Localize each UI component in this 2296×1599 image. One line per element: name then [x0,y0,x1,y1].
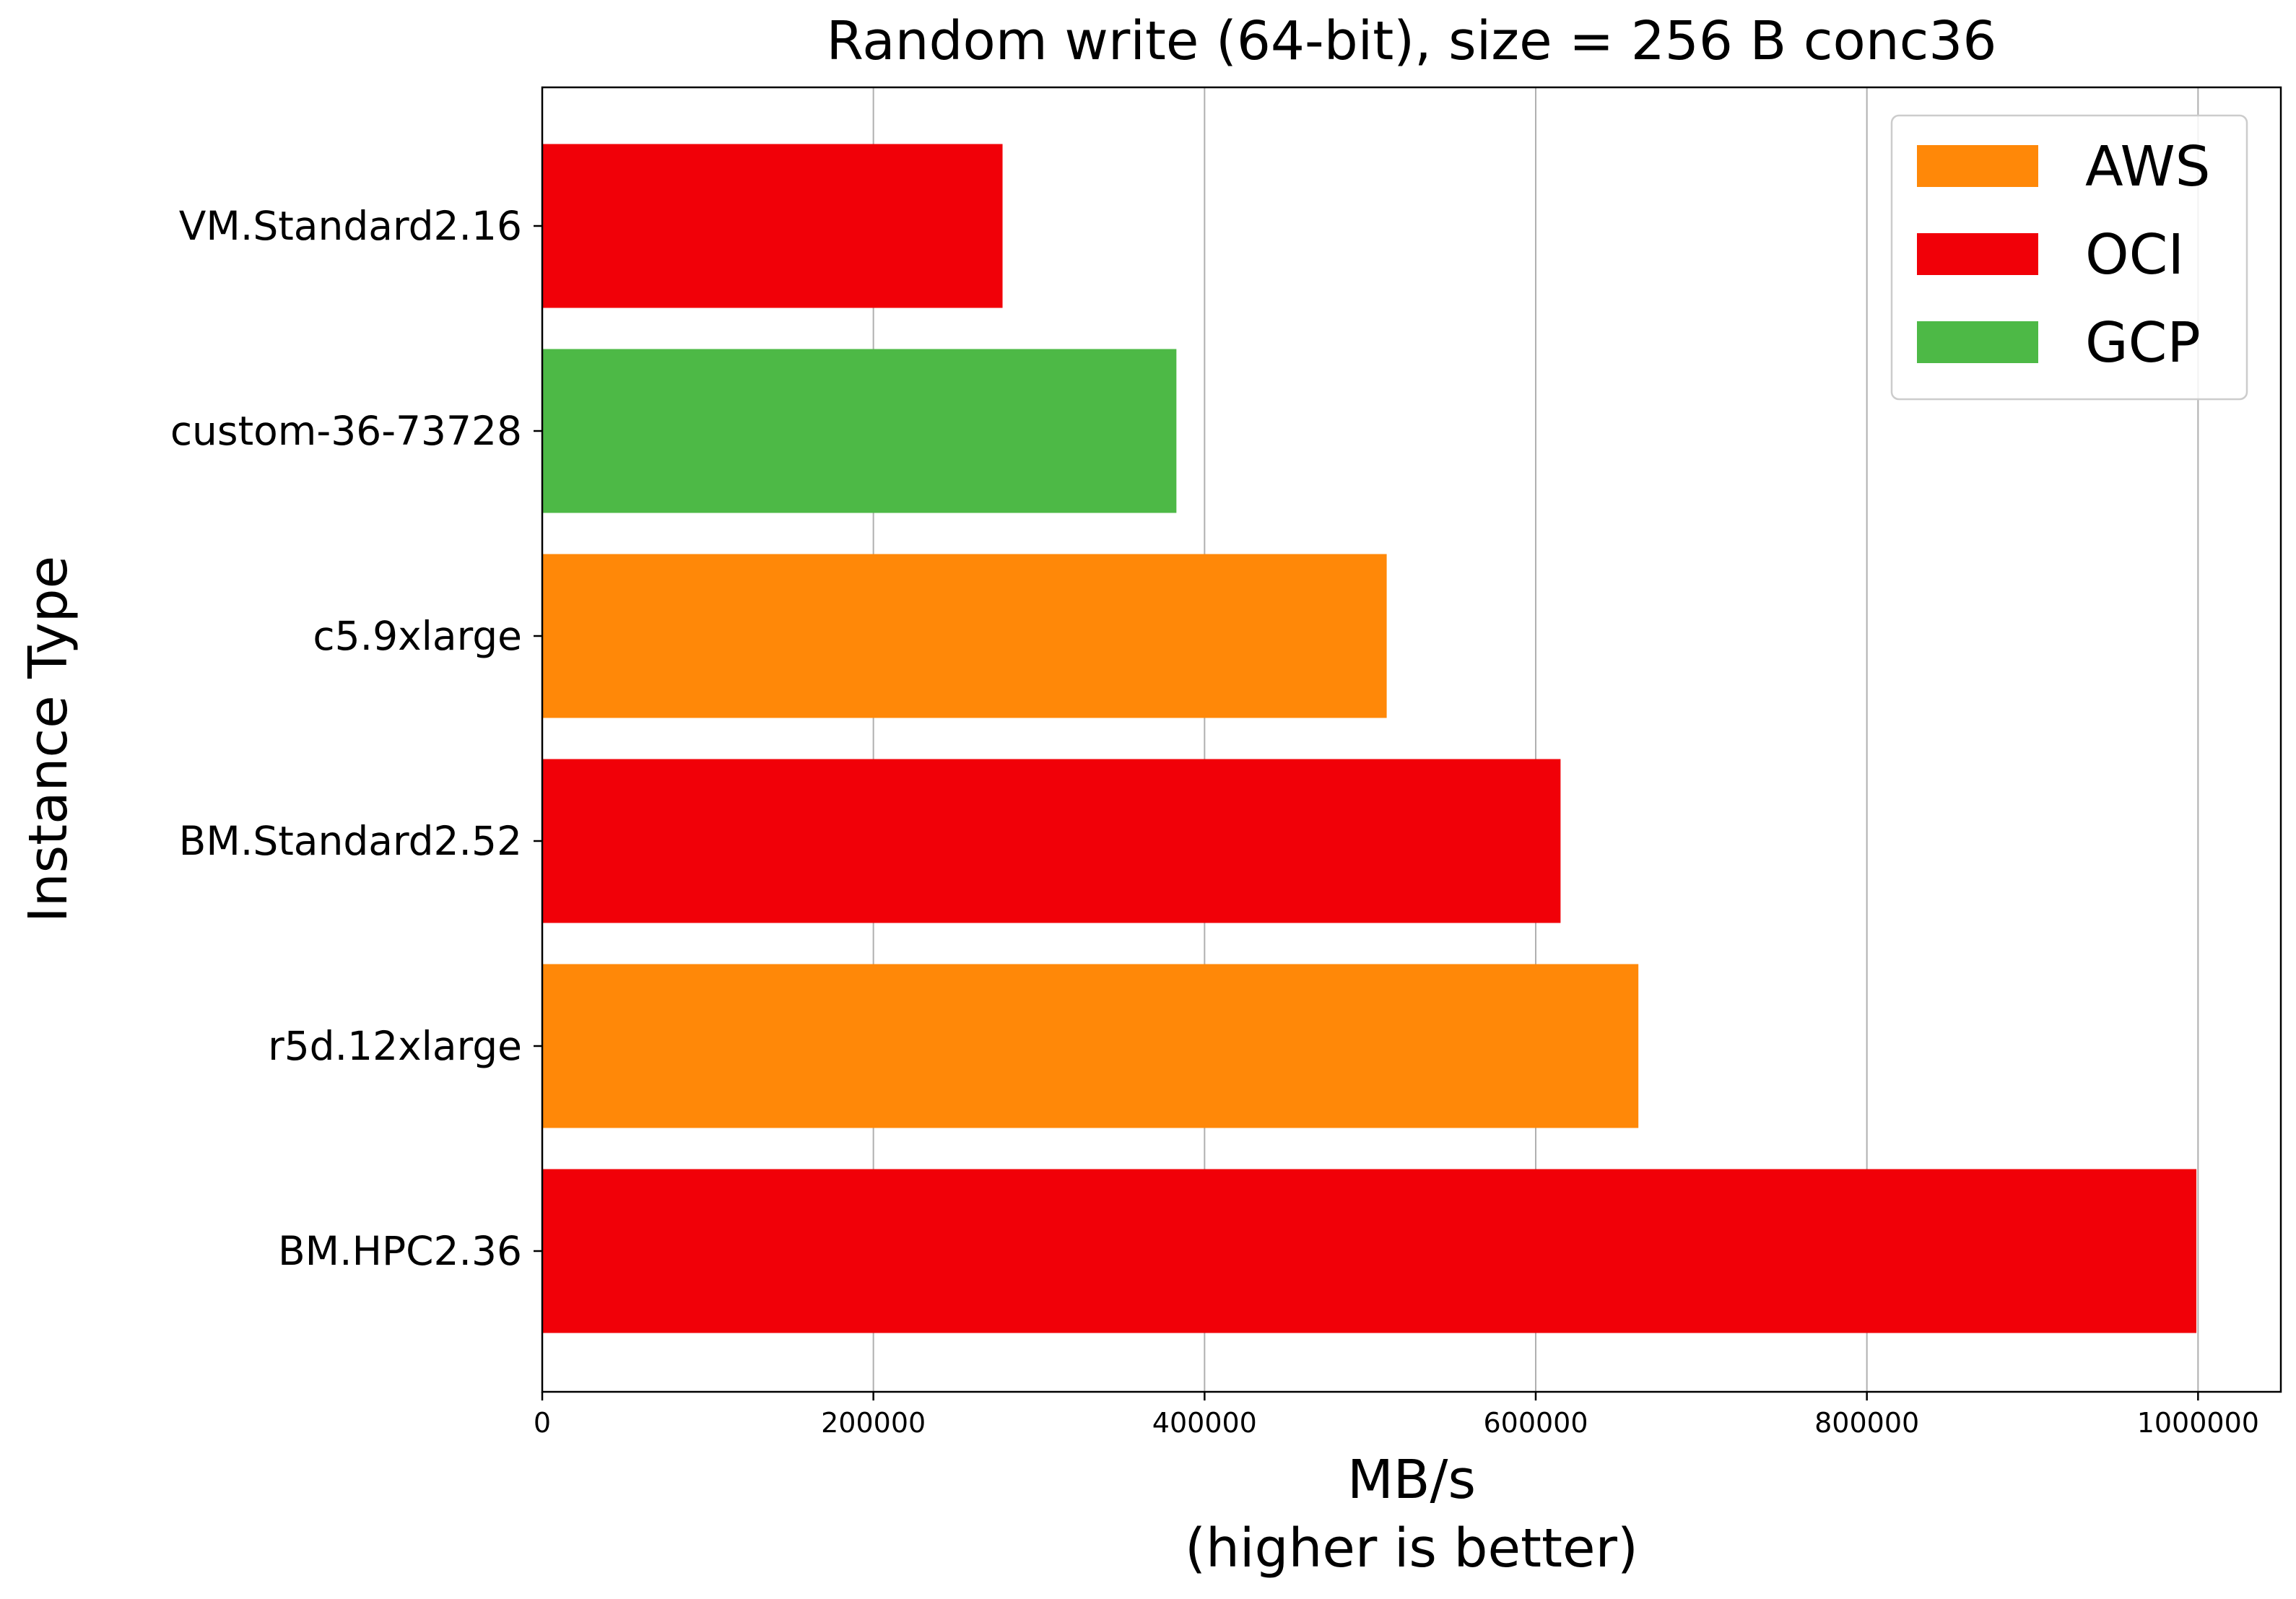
plot-frame [541,86,2282,1393]
chart-title: Random write (64-bit), size = 256 B conc… [827,10,1997,72]
legend-swatch-aws [1917,145,2038,187]
x-tick-label: 0 [534,1407,551,1439]
x-tick-label: 1000000 [2137,1407,2259,1439]
legend-swatch-oci [1917,233,2038,275]
y-tick-label: BM.Standard2.52 [179,818,522,864]
bar-bm-hpc2-36 [542,1169,2197,1333]
bar-custom-36-73728 [542,349,1177,513]
x-tick-label: 600000 [1483,1407,1588,1439]
legend-label-oci: OCI [2085,223,2184,287]
bar-bm-standard2-52 [542,759,1561,923]
legend-label-gcp: GCP [2085,311,2201,375]
x-axis-label: MB/s [1347,1449,1476,1511]
x-tick-label: 400000 [1152,1407,1257,1439]
legend-label-aws: AWS [2085,135,2210,199]
y-tick-label: c5.9xlarge [313,613,522,659]
axis-layer: 0 200000 400000 600000 800000 1000000 VM.Stand… [170,203,2259,1439]
y-axis-label: Instance Type [17,556,79,923]
y-tick-label: r5d.12xlarge [268,1023,522,1069]
y-tick-label: BM.HPC2.36 [278,1228,522,1274]
bars-layer [542,144,2197,1333]
bar-c5-9xlarge [542,554,1387,718]
bar-vm-standard2-16 [542,144,1003,308]
y-tick-label: VM.Standard2.16 [179,203,522,249]
legend: AWS OCI GCP [1890,114,2248,401]
x-tick-label: 200000 [821,1407,926,1439]
bar-r5d-12xlarge [542,964,1639,1128]
y-tick-label: custom-36-73728 [170,408,522,454]
x-tick-label: 800000 [1814,1407,1919,1439]
x-axis-sublabel: (higher is better) [1185,1517,1638,1580]
legend-swatch-gcp [1917,321,2038,363]
